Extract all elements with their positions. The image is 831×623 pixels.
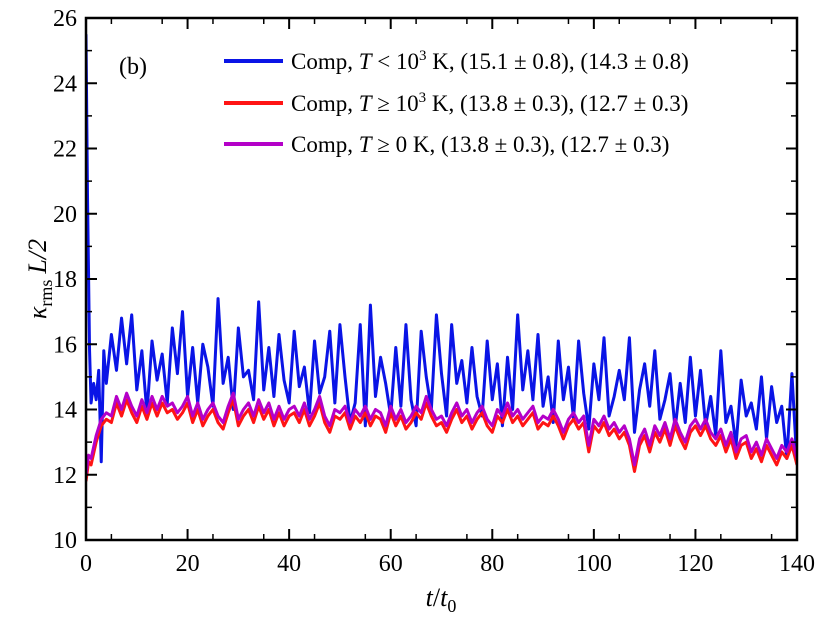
legend-label-0-sup: 3 bbox=[419, 48, 427, 64]
x-axis-label: t/t0 bbox=[426, 583, 457, 616]
y-tick-label: 24 bbox=[53, 71, 77, 97]
x-tick-label: 60 bbox=[379, 551, 403, 577]
y-tick-label: 20 bbox=[53, 202, 77, 228]
y-tick-label: 16 bbox=[53, 332, 77, 358]
x-tick-label: 40 bbox=[277, 551, 301, 577]
x-tick-label: 80 bbox=[480, 551, 504, 577]
legend-label-1-rel: ≥ 10 bbox=[372, 91, 419, 116]
legend-label-1-post: K, (13.8 ± 0.3), (12.7 ± 0.3) bbox=[426, 91, 688, 116]
x-tick-label: 20 bbox=[176, 551, 200, 577]
x-tick-label: 100 bbox=[576, 551, 612, 577]
y-axis-label: κrms L/2 bbox=[23, 239, 56, 319]
legend-label-2-var: T bbox=[359, 132, 374, 157]
x-tick-label: 140 bbox=[779, 551, 815, 577]
y-axis-label-sub: rms bbox=[36, 280, 56, 307]
y-tick-label: 26 bbox=[53, 6, 77, 32]
panel-label: (b) bbox=[119, 54, 147, 80]
x-tick-label: 0 bbox=[80, 551, 92, 577]
ticks-layer bbox=[85, 17, 798, 541]
series-layer bbox=[86, 34, 797, 482]
y-tick-label: 12 bbox=[53, 463, 77, 489]
y-tick-label: 10 bbox=[53, 528, 77, 554]
x-tick-label: 120 bbox=[677, 551, 713, 577]
legend: Comp, T < 103 K, (15.1 ± 0.8), (14.3 ± 0… bbox=[224, 48, 689, 157]
series-line-2 bbox=[86, 391, 797, 475]
x-axis-label-den: t bbox=[440, 583, 448, 612]
tick-labels-layer: 0 20 40 60 80 100 120 140 10 12 14 16 18 20 22 24 26 bbox=[53, 6, 815, 577]
legend-label-0-pre: Comp, bbox=[291, 49, 359, 74]
y-tick-label: 22 bbox=[53, 137, 77, 163]
y-tick-label: 14 bbox=[53, 398, 77, 424]
series-line-1 bbox=[86, 398, 797, 482]
legend-label-0-rel: < 10 bbox=[372, 49, 419, 74]
legend-label-0-post: K, (15.1 ± 0.8), (14.3 ± 0.8) bbox=[427, 49, 689, 74]
y-axis-label-rest: L/2 bbox=[23, 239, 52, 275]
legend-label-0-var: T bbox=[359, 49, 374, 74]
x-axis-label-slash: / bbox=[433, 583, 441, 612]
x-axis-label-num: t bbox=[426, 583, 434, 612]
legend-label-0: Comp, T < 103 K, (15.1 ± 0.8), (14.3 ± 0… bbox=[291, 48, 689, 74]
legend-label-1-sup: 3 bbox=[419, 90, 427, 106]
legend-label-1-pre: Comp, bbox=[291, 91, 359, 116]
legend-label-2-post: K, (13.8 ± 0.3), (12.7 ± 0.3) bbox=[407, 132, 669, 157]
legend-label-2-rel: ≥ 0 bbox=[372, 132, 408, 157]
y-tick-label: 18 bbox=[53, 267, 77, 293]
legend-label-1: Comp, T ≥ 103 K, (13.8 ± 0.3), (12.7 ± 0… bbox=[291, 90, 688, 116]
x-axis-label-den-sub: 0 bbox=[447, 596, 456, 616]
legend-label-2: Comp, T ≥ 0 K, (13.8 ± 0.3), (12.7 ± 0.3… bbox=[291, 132, 669, 157]
legend-label-1-var: T bbox=[359, 91, 374, 116]
legend-label-2-pre: Comp, bbox=[291, 132, 359, 157]
y-axis-label-kappa: κ bbox=[23, 306, 52, 319]
